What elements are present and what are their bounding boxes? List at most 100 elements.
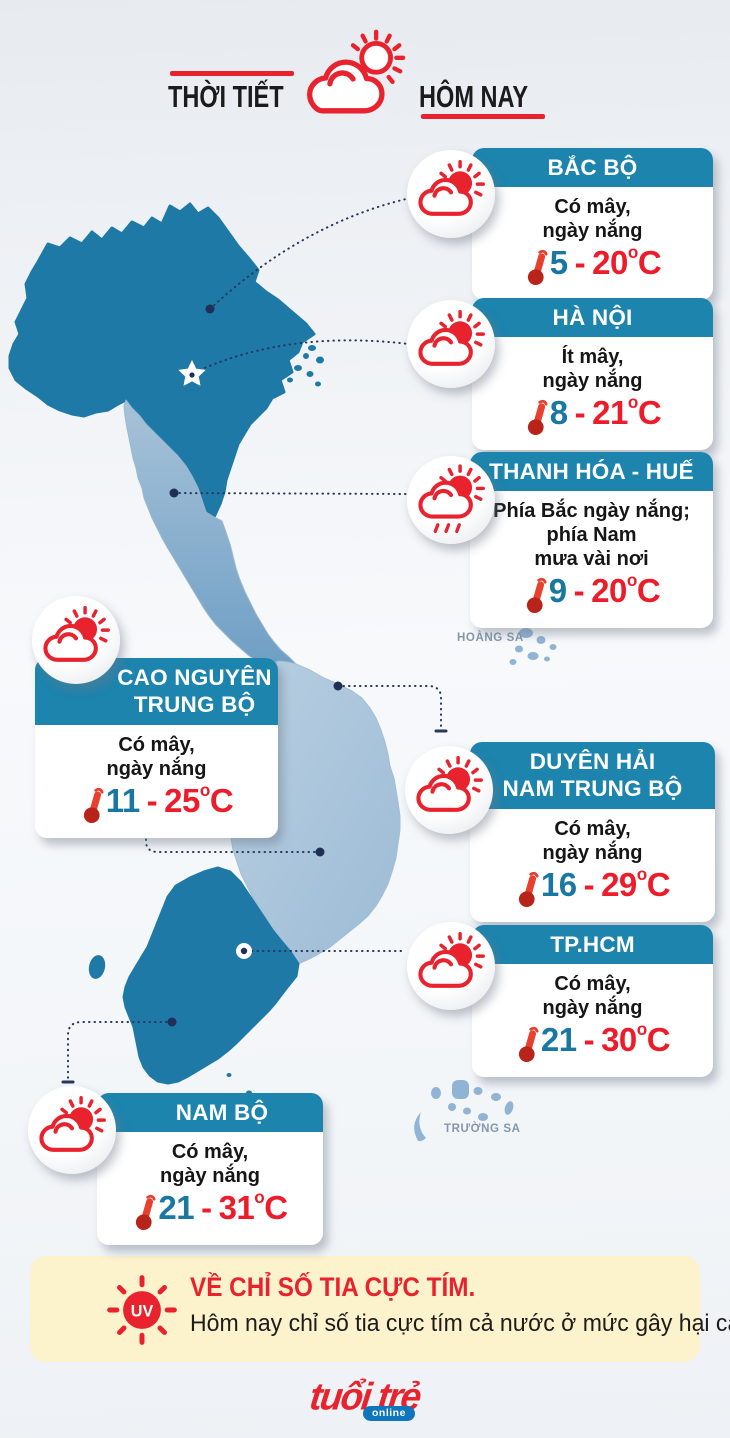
condition-text: Có mây, ngày nắng — [159, 1141, 260, 1188]
temp-max: 29 — [601, 865, 637, 903]
card-box: DUYÊN HẢI NAM TRUNG BỘ Có mây, ngày nắng… — [470, 742, 715, 922]
marker-bacbo — [205, 304, 215, 314]
condition-text: Có mây, ngày nắng — [542, 817, 643, 864]
temp-separator: - — [583, 865, 595, 903]
condition-text: Ít mây, ngày nắng — [542, 346, 643, 393]
map-truongsa-islands — [414, 1080, 514, 1142]
region-title: NAM BỘ — [97, 1093, 323, 1133]
temp-max: 25 — [164, 781, 200, 819]
temp-separator: - — [573, 572, 585, 610]
region-title: THANH HÓA - HUẾ — [470, 452, 713, 492]
tuoitre-online-badge: online — [363, 1406, 415, 1421]
temp-max: 20 — [591, 572, 627, 610]
sun-cloud-icon — [407, 922, 495, 1010]
sun-cloud-icon — [405, 746, 493, 834]
uv-badge-text: UV — [131, 1302, 154, 1320]
region-title: TP.HCM — [472, 925, 713, 965]
map-small-island — [226, 1073, 232, 1077]
sun-cloud-icon — [407, 150, 495, 238]
temp-min: 21 — [158, 1189, 195, 1227]
map-markers — [167, 304, 343, 1027]
temp-max: 21 — [592, 394, 628, 432]
sun-cloud-icon — [32, 596, 120, 684]
sun-cloud-header-icon — [301, 26, 407, 122]
marker-tphcm — [236, 943, 252, 959]
map-phu-quoc-island — [88, 955, 106, 979]
temp-separator: - — [146, 781, 158, 819]
region-title: BẮC BỘ — [472, 148, 713, 188]
thermometer-icon — [518, 871, 539, 907]
card-box: THANH HÓA - HUẾ Phía Bắc ngày nắng; phía… — [470, 452, 713, 629]
condition-text: Phía Bắc ngày nắng; phía Nam mưa vài nơi — [493, 500, 690, 571]
marker-nambo — [167, 1017, 177, 1027]
tuoitre-logo: tuổi trẻ online — [0, 1375, 730, 1432]
temp-separator: - — [574, 394, 586, 432]
temp-min: 16 — [540, 865, 577, 903]
uv-title: VỀ CHỈ SỐ TIA CỰC TÍM. — [190, 1272, 476, 1302]
weather-card-caonguyen: CAO NGUYÊN TRUNG BỘ Có mây, ngày nắng 11… — [28, 596, 282, 838]
temp-min: 21 — [540, 1021, 577, 1059]
region-title: HÀ NỘI — [472, 298, 713, 338]
page-title-left: THỜI TIẾT — [168, 79, 284, 114]
sun-cloud-icon — [407, 300, 495, 388]
region-title: DUYÊN HẢI NAM TRUNG BỘ — [470, 742, 715, 809]
temp-min: 9 — [548, 572, 567, 610]
thermometer-icon — [527, 400, 548, 436]
thermometer-icon — [518, 1027, 539, 1063]
hoangsa-label: HOÀNG SA — [457, 632, 524, 644]
sun-cloud-rain-icon — [407, 456, 495, 544]
map-north-islands — [269, 334, 324, 391]
temp-min: 11 — [105, 781, 140, 819]
condition-text: Có mây, ngày nắng — [106, 733, 207, 780]
temp-max: 30 — [601, 1021, 637, 1059]
condition-text: Có mây, ngày nắng — [542, 973, 643, 1020]
thermometer-icon — [136, 1195, 156, 1231]
page-title-right: HÔM NAY — [419, 79, 529, 114]
thermometer-icon — [526, 578, 547, 614]
temp-min: 8 — [549, 394, 568, 432]
marker-caonguyen — [315, 847, 325, 857]
leader-duyenhai — [337, 685, 442, 729]
sun-cloud-icon — [28, 1086, 116, 1174]
temp-max: 31 — [218, 1189, 255, 1227]
marker-thanhhoa — [169, 488, 179, 498]
card-box: CAO NGUYÊN TRUNG BỘ Có mây, ngày nắng 11… — [35, 658, 278, 838]
temp-separator: - — [583, 1021, 595, 1059]
map-region-south — [122, 866, 300, 1085]
condition-text: Có mây, ngày nắng — [542, 196, 643, 243]
marker-hanoi-star — [178, 360, 206, 386]
temp-separator: - — [574, 244, 586, 282]
leader-caonguyen — [145, 826, 321, 853]
leader-lines — [67, 198, 442, 1081]
uv-index-panel: UV VỀ CHỈ SỐ TIA CỰC TÍM. Hôm nay chỉ số… — [30, 1256, 730, 1362]
thermometer-icon — [527, 250, 548, 286]
header-rule-right — [421, 114, 545, 119]
map-region-north — [8, 202, 316, 519]
truongsa-label: TRƯỜNG SA — [444, 1123, 521, 1135]
weather-card-thanhhoa-hue: THANH HÓA - HUẾ Phía Bắc ngày nắng; phía… — [403, 452, 717, 629]
header-rule-left — [170, 71, 294, 76]
marker-duyenhai — [333, 681, 343, 691]
temp-separator: - — [201, 1189, 212, 1227]
